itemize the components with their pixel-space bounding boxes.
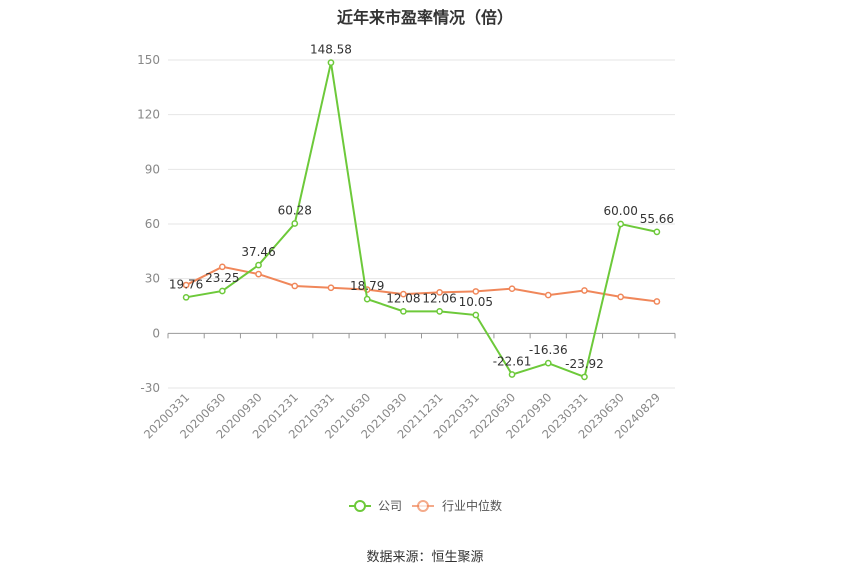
company-data-point	[327, 59, 335, 66]
company-data-point	[617, 220, 625, 228]
company-data-point	[581, 373, 588, 381]
company-data-point	[363, 295, 371, 303]
data-label: 148.58	[310, 43, 352, 57]
data-label: 60.00	[603, 204, 637, 218]
company-data-point	[182, 293, 190, 301]
data-label: -16.36	[529, 343, 568, 357]
company-data-point	[508, 371, 516, 378]
data-label: 23.25	[205, 271, 239, 285]
industry-data-point	[218, 263, 226, 271]
industry-data-point	[617, 293, 625, 301]
data-label: -22.61	[493, 355, 532, 369]
company-data-point	[218, 287, 226, 295]
company-series-line	[185, 62, 658, 379]
legend-company-label: 公司	[378, 499, 402, 513]
data-label: 60.28	[278, 203, 312, 217]
data-label: 19.76	[169, 277, 203, 291]
company-data-point	[544, 359, 552, 367]
industry-data-point	[653, 298, 661, 305]
y-tick-label: 150	[137, 53, 160, 67]
company-data-point	[255, 261, 262, 269]
industry-data-point	[255, 270, 262, 278]
y-tick-label: 0	[152, 326, 160, 340]
legend-industry-label: 行业中位数	[442, 498, 502, 513]
industry-data-point	[472, 288, 480, 295]
industry-data-point	[182, 281, 190, 289]
data-label: 18.79	[350, 279, 384, 293]
data-label: 55.66	[640, 212, 674, 226]
company-data-point	[400, 307, 407, 315]
data-source: 数据来源：恒生聚源	[366, 550, 484, 565]
data-label: 12.06	[422, 291, 456, 305]
industry-data-point	[508, 285, 516, 293]
industry-data-point	[581, 287, 588, 294]
y-tick-label: -30	[140, 381, 160, 395]
y-tick-label: 90	[145, 162, 160, 176]
y-tick-label: 60	[145, 217, 160, 231]
industry-data-point	[291, 282, 299, 290]
legend-industry-marker	[417, 500, 429, 512]
data-label: 12.08	[386, 291, 420, 305]
chart-title: 近年来市盈率情况（倍）	[336, 8, 513, 27]
company-data-point	[291, 220, 299, 227]
company-data-point	[436, 308, 443, 315]
company-data-point	[472, 311, 480, 319]
data-label: 37.46	[241, 245, 275, 259]
data-label: -23.92	[565, 357, 604, 371]
industry-series-line	[185, 265, 658, 303]
industry-data-point	[544, 291, 552, 299]
industry-data-point	[436, 288, 443, 296]
company-data-point	[653, 228, 661, 236]
legend-company-marker	[354, 500, 366, 512]
y-tick-label: 30	[145, 272, 160, 286]
industry-data-point	[327, 284, 335, 292]
industry-data-point	[400, 290, 407, 298]
y-tick-label: 120	[137, 108, 160, 122]
data-label: 10.05	[459, 295, 493, 309]
